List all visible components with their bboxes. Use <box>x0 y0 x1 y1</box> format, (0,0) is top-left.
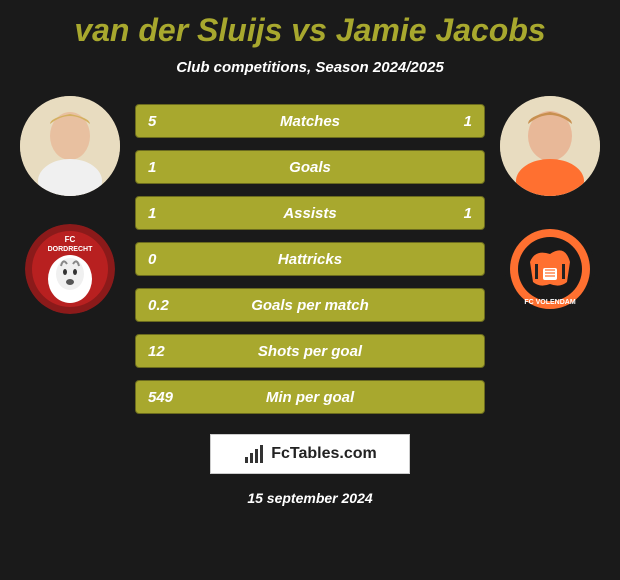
stat-row-shots-per-goal: 12 Shots per goal <box>135 334 485 368</box>
stat-row-hattricks: 0 Hattricks <box>135 242 485 276</box>
club-right-logo: FC VOLENDAM <box>505 224 595 314</box>
club-logo-icon: FC VOLENDAM <box>505 224 595 314</box>
player-left-avatar <box>20 96 120 196</box>
stat-row-assists: 1 Assists 1 <box>135 196 485 230</box>
brand-badge[interactable]: FcTables.com <box>210 434 410 474</box>
page-title: van der Sluijs vs Jamie Jacobs <box>0 0 620 49</box>
stat-right-value: 1 <box>442 113 472 130</box>
stat-row-goals: 1 Goals <box>135 150 485 184</box>
chart-icon <box>243 443 265 465</box>
stat-row-matches: 5 Matches 1 <box>135 104 485 138</box>
brand-label: FcTables.com <box>271 445 377 463</box>
stat-row-goals-per-match: 0.2 Goals per match <box>135 288 485 322</box>
stat-label: Min per goal <box>178 389 442 406</box>
stat-label: Goals <box>178 159 442 176</box>
stat-left-value: 0 <box>148 251 178 268</box>
stat-left-value: 1 <box>148 205 178 222</box>
stat-label: Goals per match <box>178 297 442 314</box>
club-left-logo: FC DORDRECHT <box>25 224 115 314</box>
stat-left-value: 549 <box>148 389 178 406</box>
stat-row-min-per-goal: 549 Min per goal <box>135 380 485 414</box>
date-label: 15 september 2024 <box>0 490 620 506</box>
player-avatar-icon <box>20 96 120 196</box>
stat-left-value: 1 <box>148 159 178 176</box>
right-column: FC VOLENDAM <box>495 96 605 314</box>
player-avatar-icon <box>500 96 600 196</box>
content-area: FC DORDRECHT 5 Matches 1 1 Goals 1 Assis… <box>0 96 620 414</box>
stat-left-value: 5 <box>148 113 178 130</box>
stat-label: Shots per goal <box>178 343 442 360</box>
stats-column: 5 Matches 1 1 Goals 1 Assists 1 0 Hattri… <box>135 96 485 414</box>
svg-text:FC VOLENDAM: FC VOLENDAM <box>524 299 576 306</box>
player-right-avatar <box>500 96 600 196</box>
club-logo-icon: FC DORDRECHT <box>25 224 115 314</box>
stat-left-value: 12 <box>148 343 178 360</box>
stat-label: Matches <box>178 113 442 130</box>
left-column: FC DORDRECHT <box>15 96 125 314</box>
stat-left-value: 0.2 <box>148 297 178 314</box>
stat-label: Assists <box>178 205 442 222</box>
subtitle: Club competitions, Season 2024/2025 <box>0 59 620 76</box>
stat-label: Hattricks <box>178 251 442 268</box>
svg-text:DORDRECHT: DORDRECHT <box>48 246 93 253</box>
svg-text:FC: FC <box>65 235 76 244</box>
stat-right-value: 1 <box>442 205 472 222</box>
